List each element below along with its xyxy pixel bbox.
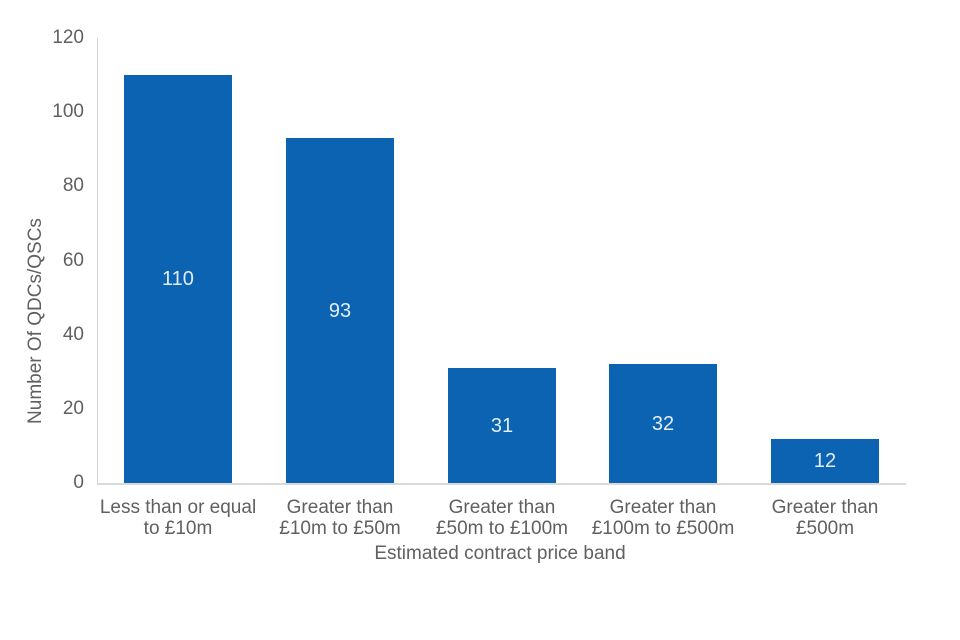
category-label: Less than or equal to £10m <box>96 497 260 539</box>
bar <box>609 364 717 483</box>
y-tick-label: 100 <box>52 101 84 123</box>
y-tick-label: 120 <box>52 27 84 48</box>
bar <box>286 138 394 483</box>
category-label-line: Less than or equal <box>99 497 257 518</box>
category-label: Greater than £10m to £50m <box>258 497 422 539</box>
bar <box>771 439 879 483</box>
x-axis-title: Estimated contract price band <box>374 543 626 564</box>
bar-value-label: 12 <box>813 450 837 472</box>
category-label-line: Greater than <box>448 497 556 518</box>
category-label: Greater than £500m <box>743 497 907 539</box>
y-tick-label: 60 <box>62 249 84 271</box>
y-tick-label: 0 <box>73 472 84 493</box>
bar-value-label: 32 <box>651 413 675 435</box>
category-label-line: Greater than <box>286 497 394 518</box>
bar <box>448 368 556 483</box>
category-label-line: Greater than <box>609 497 717 518</box>
x-axis-line <box>97 483 906 485</box>
y-axis-line <box>97 38 98 485</box>
y-axis-title: Number Of QDCs/QSCs <box>25 218 46 424</box>
category-label-line: £500m <box>795 518 855 539</box>
y-tick-label: 20 <box>62 397 84 419</box>
category-label-line: £50m to £100m <box>435 518 569 539</box>
bar-value-label: 31 <box>490 415 514 437</box>
category-label-line: £100m to £500m <box>591 518 735 539</box>
bar-value-label: 110 <box>162 268 194 290</box>
category-label-line: Greater than <box>771 497 879 518</box>
category-label: Greater than £100m to £500m <box>581 497 745 539</box>
bar <box>124 75 232 483</box>
category-label-line: £10m to £50m <box>279 518 401 539</box>
category-label-line: to £10m <box>143 518 213 539</box>
y-tick-label: 40 <box>62 323 84 345</box>
y-tick-label: 80 <box>62 175 84 197</box>
category-label: Greater than £50m to £100m <box>420 497 584 539</box>
bar-value-label: 93 <box>328 300 352 322</box>
